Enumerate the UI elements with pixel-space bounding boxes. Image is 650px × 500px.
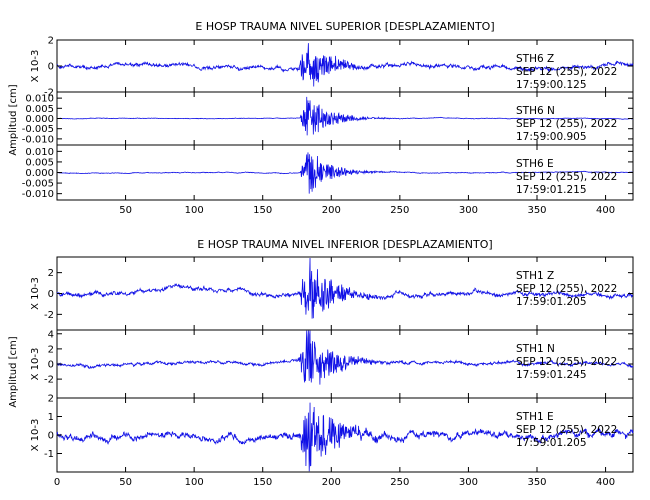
y-tick-label: -2 xyxy=(44,88,54,99)
station-label: STH1 Z xyxy=(516,270,554,282)
time-label: 17:59:01.215 xyxy=(516,184,587,196)
y-tick-label: 0.005 xyxy=(25,157,54,168)
y-tick-label: 0 xyxy=(48,431,54,442)
date-label: SEP 12 (255), 2022 xyxy=(516,66,617,78)
y-tick-label: 0 xyxy=(48,62,54,73)
date-label: SEP 12 (255), 2022 xyxy=(516,171,617,183)
y-tick-label: 2 xyxy=(48,268,54,279)
y-tick-label: -1 xyxy=(44,449,54,460)
y-tick-label: -2 xyxy=(44,375,54,386)
scale-factor-label: X 10-3 xyxy=(30,50,41,83)
station-label: STH6 Z xyxy=(516,53,554,65)
y-tick-label: -2 xyxy=(44,310,54,321)
x-tick-label: 300 xyxy=(459,205,478,216)
x-tick-label: 150 xyxy=(253,205,272,216)
chart-title-lower: E HOSP TRAUMA NIVEL INFERIOR [DESPLAZAMI… xyxy=(197,238,492,251)
time-label: 17:59:00.125 xyxy=(516,79,587,91)
x-tick-label: 400 xyxy=(596,477,615,488)
y-tick-label: 0.000 xyxy=(25,168,54,179)
scale-factor-label: X 10-3 xyxy=(30,277,41,310)
y-tick-label: 0.000 xyxy=(25,114,54,125)
seismic-trace xyxy=(56,257,634,319)
y-tick-label: 2 xyxy=(48,344,54,355)
y-axis-label-lower: Amplitud [cm] xyxy=(8,336,19,407)
x-tick-label: 100 xyxy=(185,477,204,488)
x-tick-label: 150 xyxy=(253,477,272,488)
y-tick-label: -0.005 xyxy=(22,179,54,190)
y-tick-label: 0.010 xyxy=(25,147,54,158)
seismic-trace xyxy=(56,152,634,194)
seismic-trace xyxy=(56,330,634,385)
chart-title-upper: E HOSP TRAUMA NIVEL SUPERIOR [DESPLAZAMI… xyxy=(195,20,494,33)
station-label: STH6 N xyxy=(516,105,555,117)
scale-factor-label: X 10-3 xyxy=(30,348,41,381)
date-label: SEP 12 (255), 2022 xyxy=(516,356,617,368)
date-label: SEP 12 (255), 2022 xyxy=(516,283,617,295)
y-tick-label: 1 xyxy=(48,412,54,423)
station-label: STH1 E xyxy=(516,411,554,423)
x-tick-label: 300 xyxy=(459,477,478,488)
y-tick-label: 2 xyxy=(48,394,54,405)
y-axis-label-upper: Amplitud [cm] xyxy=(8,84,19,155)
scale-factor-label: X 10-3 xyxy=(30,419,41,452)
time-label: 17:59:01.205 xyxy=(516,296,587,308)
time-label: 17:59:01.245 xyxy=(516,369,587,381)
date-label: SEP 12 (255), 2022 xyxy=(516,424,617,436)
x-tick-label: 0 xyxy=(54,477,60,488)
y-tick-label: -0.005 xyxy=(22,124,54,135)
trace-panel: -1 0 1 2 0 50 100 150 200 250 300 350 400 X 10-3 STH1 … xyxy=(30,394,634,488)
date-label: SEP 12 (255), 2022 xyxy=(516,118,617,130)
x-tick-label: 250 xyxy=(390,205,409,216)
x-tick-label: 200 xyxy=(322,477,341,488)
x-tick-label: 100 xyxy=(185,205,204,216)
x-tick-label: 50 xyxy=(119,205,132,216)
seismic-trace xyxy=(56,402,634,472)
x-tick-label: 250 xyxy=(390,477,409,488)
station-label: STH1 N xyxy=(516,343,555,355)
y-tick-label: 0.005 xyxy=(25,104,54,115)
station-label: STH6 E xyxy=(516,158,554,170)
seismic-trace xyxy=(56,43,634,87)
x-tick-label: 350 xyxy=(527,205,546,216)
x-tick-label: 350 xyxy=(527,477,546,488)
y-tick-label: 0.010 xyxy=(25,94,54,105)
x-tick-label: 50 xyxy=(119,477,132,488)
time-label: 17:59:01.205 xyxy=(516,437,587,449)
time-label: 17:59:00.905 xyxy=(516,131,587,143)
seismic-trace xyxy=(56,96,634,136)
y-tick-label: 0 xyxy=(48,289,54,300)
x-tick-label: 200 xyxy=(322,205,341,216)
y-tick-label: 2 xyxy=(48,36,54,47)
x-tick-label: 400 xyxy=(596,205,615,216)
y-tick-label: -0.010 xyxy=(22,134,54,145)
y-tick-label: 4 xyxy=(48,329,54,340)
y-tick-label: -0.010 xyxy=(22,189,54,200)
y-tick-label: 0 xyxy=(48,360,54,371)
